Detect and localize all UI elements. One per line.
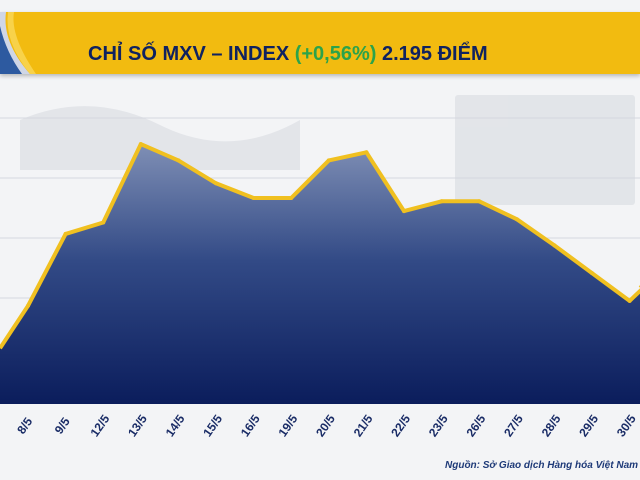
- data-point: [439, 199, 444, 204]
- x-tick-label: 27/5: [501, 412, 526, 439]
- logo-swoosh-icon: [0, 12, 36, 74]
- series-line: [0, 142, 640, 350]
- data-point: [326, 158, 331, 163]
- data-point: [627, 298, 632, 303]
- x-tick-label: 19/5: [275, 412, 300, 439]
- x-tick-label: 22/5: [388, 412, 413, 439]
- x-tick-label: 9/5: [52, 415, 73, 437]
- x-tick-label: 15/5: [200, 412, 225, 439]
- title-change: (+0,56%): [294, 43, 377, 65]
- title-bar: CHỈ SỐ MXV – INDEX (+0,56%) 2.195 ĐIỂM: [0, 12, 640, 74]
- x-tick-label: 29/5: [576, 412, 601, 439]
- title-main: CHỈ SỐ MXV – INDEX: [88, 43, 290, 65]
- data-point: [514, 217, 519, 222]
- x-tick-label: 20/5: [313, 412, 338, 439]
- x-tick-label: 30/5: [614, 412, 639, 439]
- area-fill: [0, 144, 640, 404]
- data-point: [552, 243, 557, 248]
- x-tick-label: 28/5: [539, 412, 564, 439]
- x-tick-label: 26/5: [463, 412, 488, 439]
- data-point: [251, 196, 256, 200]
- data-point: [138, 142, 143, 147]
- x-tick-label: 14/5: [163, 412, 188, 439]
- x-tick-label: 21/5: [351, 412, 376, 439]
- data-point: [289, 196, 294, 200]
- data-point: [364, 150, 369, 155]
- title-value: 2.195 ĐIỂM: [382, 43, 488, 65]
- data-point: [101, 220, 106, 225]
- x-tick-label: 13/5: [125, 412, 150, 439]
- chart-title: CHỈ SỐ MXV – INDEX (+0,56%) 2.195 ĐIỂM: [88, 43, 488, 66]
- data-point: [63, 231, 68, 236]
- data-point: [402, 209, 406, 214]
- source-note: Nguồn: Sở Giao dịch Hàng hóa Việt Nam: [445, 460, 639, 471]
- x-tick-label: 23/5: [426, 412, 451, 439]
- data-point: [214, 181, 218, 186]
- x-tick-label: 8/5: [14, 415, 35, 437]
- data-point: [176, 158, 181, 163]
- x-tick-label: 16/5: [238, 412, 263, 439]
- data-point: [590, 271, 594, 276]
- data-point: [477, 199, 482, 204]
- x-tick-label: 12/5: [87, 412, 112, 439]
- data-point: [26, 303, 30, 308]
